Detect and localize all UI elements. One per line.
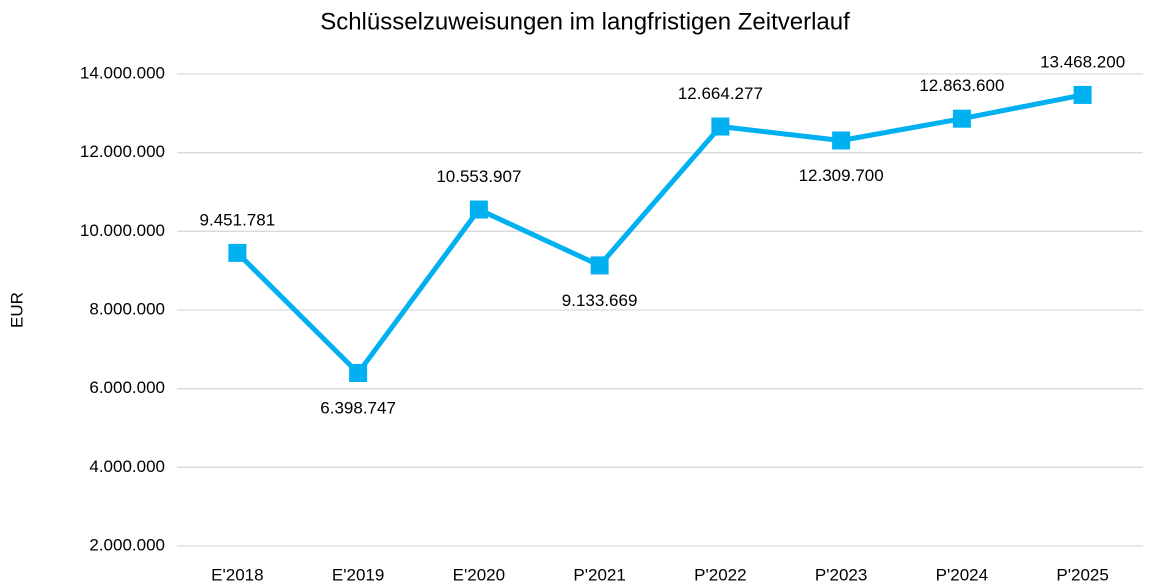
data-point (832, 131, 851, 150)
y-tick-label: 12.000.000 (80, 142, 165, 161)
y-tick-label: 4.000.000 (89, 457, 165, 476)
data-label: 6.398.747 (320, 398, 396, 417)
x-tick-label: P'2024 (936, 565, 988, 584)
data-label: 13.468.200 (1040, 52, 1125, 71)
x-tick-label: E'2018 (211, 565, 263, 584)
data-label: 9.133.669 (562, 291, 638, 310)
y-tick-label: 6.000.000 (89, 378, 165, 397)
x-tick-label: P'2021 (573, 565, 625, 584)
x-tick-label: E'2020 (453, 565, 505, 584)
y-axis-label: EUR (7, 292, 26, 328)
data-point (1073, 85, 1092, 104)
x-tick-label: P'2022 (694, 565, 746, 584)
y-tick-label: 2.000.000 (89, 535, 165, 554)
data-point (228, 243, 247, 262)
data-label: 10.553.907 (436, 167, 521, 186)
data-point (469, 200, 488, 219)
y-tick-label: 14.000.000 (80, 63, 165, 82)
data-label: 9.451.781 (200, 210, 276, 229)
data-point (711, 117, 730, 136)
data-line (235, 92, 1084, 376)
y-tick-label: 8.000.000 (89, 299, 165, 318)
y-tick-label: 10.000.000 (80, 221, 165, 240)
x-tick-label: P'2023 (815, 565, 867, 584)
x-tick-label: P'2025 (1056, 565, 1108, 584)
data-label: 12.664.277 (678, 84, 763, 103)
data-label: 12.309.700 (799, 166, 884, 185)
data-point (349, 363, 368, 382)
data-point (952, 109, 971, 128)
data-label: 12.863.600 (919, 76, 1004, 95)
chart-title: Schlüsselzuweisungen im langfristigen Ze… (320, 8, 850, 35)
data-point (590, 256, 609, 275)
x-tick-label: E'2019 (332, 565, 384, 584)
